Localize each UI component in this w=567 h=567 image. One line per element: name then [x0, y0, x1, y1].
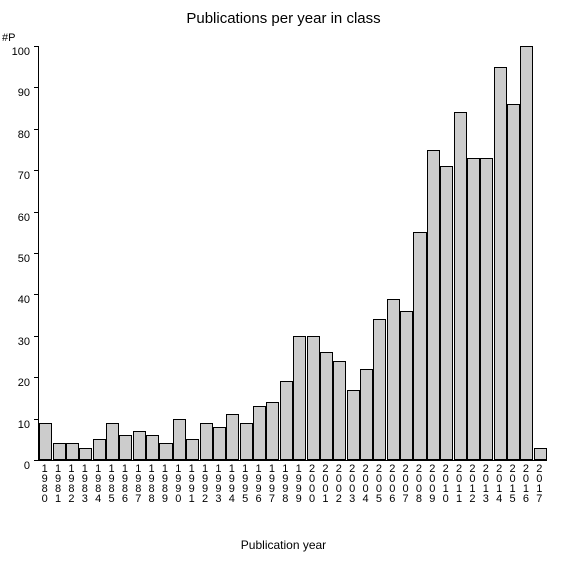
x-tick-label: 2 0 1 5	[506, 464, 519, 504]
x-tick-label: 1 9 8 5	[105, 464, 118, 504]
y-tick-label: 0	[24, 460, 30, 472]
y-tick-label: 50	[18, 253, 30, 265]
x-tick-label: 1 9 8 2	[65, 464, 78, 504]
x-tick-label: 1 9 8 8	[145, 464, 158, 504]
x-tick-label: 2 0 0 0	[305, 464, 318, 504]
x-tick-label: 1 9 9 1	[185, 464, 198, 504]
bar	[413, 232, 426, 460]
x-tick-label: 2 0 0 4	[359, 464, 372, 504]
x-tick-label: 2 0 1 7	[533, 464, 546, 504]
bar	[79, 448, 92, 460]
bar	[307, 336, 320, 460]
bar	[387, 299, 400, 460]
bar	[159, 443, 172, 460]
x-tick-label: 2 0 0 2	[332, 464, 345, 504]
plot-area	[38, 46, 547, 461]
y-tick-label: 100	[12, 46, 30, 58]
x-tick-label: 1 9 8 6	[118, 464, 131, 504]
bar	[213, 427, 226, 460]
bar	[440, 166, 453, 460]
y-tick-label: 20	[18, 377, 30, 389]
bar	[200, 423, 213, 460]
x-tick-label: 1 9 8 3	[78, 464, 91, 504]
bar	[173, 419, 186, 460]
x-tick-label: 2 0 1 6	[519, 464, 532, 504]
x-tick-label: 1 9 9 4	[225, 464, 238, 504]
chart-title: Publications per year in class	[0, 10, 567, 27]
chart-container: Publications per year in class #P 0 10 20 3…	[0, 0, 567, 567]
x-tick-label: 2 0 1 0	[439, 464, 452, 504]
x-tick-label: 1 9 8 1	[51, 464, 64, 504]
bar	[226, 414, 239, 460]
bar	[427, 150, 440, 461]
x-tick-label: 2 0 0 3	[345, 464, 358, 504]
bar	[520, 46, 533, 460]
y-tick-label: 70	[18, 170, 30, 182]
x-tick-label: 1 9 9 3	[212, 464, 225, 504]
bar	[373, 319, 386, 460]
bar	[333, 361, 346, 460]
x-tick-label: 1 9 8 0	[38, 464, 51, 504]
y-tick-label: 80	[18, 129, 30, 141]
bar	[53, 443, 66, 460]
bar	[66, 443, 79, 460]
x-tick-label: 2 0 1 1	[452, 464, 465, 504]
y-tick-label: 10	[18, 419, 30, 431]
bar	[347, 390, 360, 460]
x-tick-label: 1 9 9 2	[198, 464, 211, 504]
bar	[467, 158, 480, 460]
y-axis-label: #P	[2, 32, 15, 44]
bar	[186, 439, 199, 460]
x-tick-label: 2 0 1 4	[493, 464, 506, 504]
x-tick-label: 1 9 8 9	[158, 464, 171, 504]
x-tick-label: 2 0 0 9	[426, 464, 439, 504]
y-tick-label: 60	[18, 212, 30, 224]
x-tick-label: 1 9 8 7	[132, 464, 145, 504]
x-tick-label: 1 9 9 9	[292, 464, 305, 504]
x-tick-label: 1 9 9 5	[239, 464, 252, 504]
bar	[253, 406, 266, 460]
x-tick-label: 1 9 9 0	[172, 464, 185, 504]
x-tick-label: 2 0 0 8	[412, 464, 425, 504]
x-tick-label: 2 0 0 7	[399, 464, 412, 504]
x-tick-label: 1 9 8 4	[91, 464, 104, 504]
bars-group	[39, 46, 547, 460]
y-tick-label: 90	[18, 87, 30, 99]
bar	[534, 448, 547, 460]
bar	[280, 381, 293, 460]
bar	[293, 336, 306, 460]
x-tick-label: 1 9 9 6	[252, 464, 265, 504]
x-axis-ticks: 1 9 8 01 9 8 11 9 8 21 9 8 31 9 8 41 9 8…	[38, 462, 546, 532]
x-axis-label: Publication year	[0, 538, 567, 552]
x-tick-label: 2 0 0 6	[386, 464, 399, 504]
bar	[119, 435, 132, 460]
bar	[507, 104, 520, 460]
bar	[360, 369, 373, 460]
bar	[93, 439, 106, 460]
bar	[133, 431, 146, 460]
x-tick-label: 1 9 9 7	[265, 464, 278, 504]
bar	[146, 435, 159, 460]
bar	[400, 311, 413, 460]
bar	[106, 423, 119, 460]
bar	[39, 423, 52, 460]
bar	[320, 352, 333, 460]
bar	[240, 423, 253, 460]
y-tick-label: 30	[18, 336, 30, 348]
bar	[480, 158, 493, 460]
x-tick-label: 2 0 0 1	[319, 464, 332, 504]
bar	[266, 402, 279, 460]
bar	[454, 112, 467, 460]
x-tick-label: 2 0 1 3	[479, 464, 492, 504]
y-axis-ticks: 0102030405060708090100	[0, 46, 34, 460]
x-tick-label: 2 0 0 5	[372, 464, 385, 504]
x-tick-label: 1 9 9 8	[279, 464, 292, 504]
bar	[494, 67, 507, 460]
y-tick-label: 40	[18, 294, 30, 306]
x-tick-label: 2 0 1 2	[466, 464, 479, 504]
